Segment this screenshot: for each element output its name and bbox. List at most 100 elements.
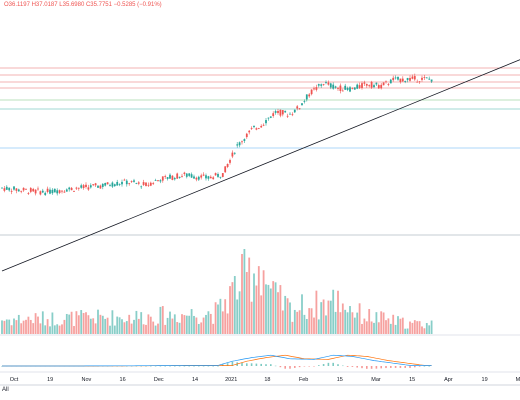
- volume-bar: [303, 314, 306, 334]
- candle-body: [409, 77, 411, 81]
- candle-body: [77, 187, 80, 189]
- macd-histogram-bar: [274, 365, 277, 367]
- candle-body: [1, 187, 3, 189]
- candle-body: [29, 188, 32, 192]
- candle-body: [296, 106, 299, 109]
- macd-histogram-bar: [260, 363, 262, 366]
- volume-bar: [183, 315, 186, 334]
- volume-bar: [236, 299, 239, 334]
- volume-bar: [353, 317, 356, 334]
- candle-body: [279, 109, 282, 116]
- volume-bar: [169, 311, 171, 334]
- volume-bar: [99, 314, 102, 334]
- candle-body: [392, 77, 395, 81]
- candle-body: [130, 181, 133, 182]
- all-range-label[interactable]: All: [2, 387, 9, 393]
- candle-body: [377, 85, 380, 89]
- volume-bar: [293, 309, 296, 334]
- volume-bar: [265, 284, 267, 334]
- trendline-group[interactable]: [1, 36, 520, 272]
- volume-bar: [145, 324, 147, 334]
- volume-bar: [70, 311, 73, 334]
- volume-bar: [195, 317, 198, 334]
- candle-body: [214, 173, 217, 176]
- candle-body: [250, 127, 253, 129]
- candle-body: [121, 181, 123, 185]
- volume-bar: [361, 323, 363, 334]
- volume-bar: [385, 320, 387, 334]
- candle-body: [397, 76, 399, 80]
- volume-bar: [421, 326, 423, 334]
- candle-body: [17, 189, 20, 192]
- candle-body: [145, 182, 147, 186]
- volume-bar: [373, 322, 375, 334]
- candle-body: [73, 191, 75, 192]
- volume-bar: [291, 321, 294, 334]
- candle-body: [317, 84, 320, 86]
- candle-body: [128, 183, 131, 185]
- time-axis-label: Apr: [444, 377, 453, 383]
- candle-body: [286, 115, 289, 117]
- volume-bar: [377, 322, 380, 334]
- candle-body: [118, 183, 121, 185]
- candle-body: [380, 84, 383, 89]
- candle-body: [356, 84, 359, 89]
- candle-body: [82, 185, 85, 189]
- volume-bar: [339, 312, 342, 334]
- candle-body: [149, 182, 152, 186]
- volume-bar: [387, 318, 390, 334]
- volume-bar: [73, 326, 75, 334]
- macd-histogram-bar: [342, 365, 344, 367]
- volume-bar: [255, 285, 258, 334]
- candle-body: [365, 83, 368, 86]
- candle-body: [351, 87, 354, 89]
- candle-body: [58, 190, 61, 193]
- candle-body: [27, 193, 30, 194]
- candle-body: [197, 176, 200, 180]
- volume-bar: [423, 328, 426, 334]
- time-axis-label: 2021: [225, 377, 237, 383]
- candle-body: [34, 189, 37, 194]
- volume-bar: [212, 323, 215, 334]
- candle-body: [281, 110, 284, 115]
- volume-bar: [301, 294, 303, 334]
- candle-body: [61, 190, 63, 192]
- macd-histogram-bar: [169, 365, 171, 367]
- candle-body: [39, 191, 42, 195]
- candle-body: [37, 188, 39, 190]
- macd-histogram-bar: [178, 365, 181, 367]
- volume-bar: [430, 320, 433, 334]
- macd-line: [2, 354, 432, 367]
- volume-bar: [221, 311, 224, 334]
- volume-bar: [200, 322, 203, 334]
- candle-body: [99, 185, 102, 189]
- macd-histogram-bar: [390, 366, 392, 368]
- volume-bar: [61, 324, 63, 334]
- candle-body: [399, 78, 402, 83]
- volume-bar: [358, 303, 361, 334]
- volume-bar: [363, 318, 366, 334]
- candle-body: [260, 125, 263, 128]
- volume-bar: [341, 303, 344, 334]
- candle-body: [358, 85, 361, 88]
- time-axis-label: Mar: [371, 377, 381, 383]
- macd-histogram-bar: [428, 366, 430, 367]
- candle-body: [111, 182, 114, 187]
- volume-bar: [171, 318, 174, 334]
- ohlc-readout: O36.1197 H37.0187 L35.6980 C35.7751 −0.5…: [4, 2, 162, 8]
- volume-bar: [173, 314, 176, 334]
- volume-bar: [248, 257, 251, 334]
- volume-bar: [190, 309, 193, 334]
- macd-histogram-bar: [193, 365, 195, 367]
- volume-bar: [241, 253, 243, 334]
- volume-bar: [17, 314, 20, 334]
- volume-bar: [82, 313, 85, 334]
- candle-body: [404, 80, 407, 82]
- volume-bar: [380, 311, 383, 334]
- volume-bar: [121, 319, 123, 334]
- volume-bar: [104, 318, 107, 334]
- candle-body: [245, 133, 248, 138]
- volume-bar: [44, 325, 47, 334]
